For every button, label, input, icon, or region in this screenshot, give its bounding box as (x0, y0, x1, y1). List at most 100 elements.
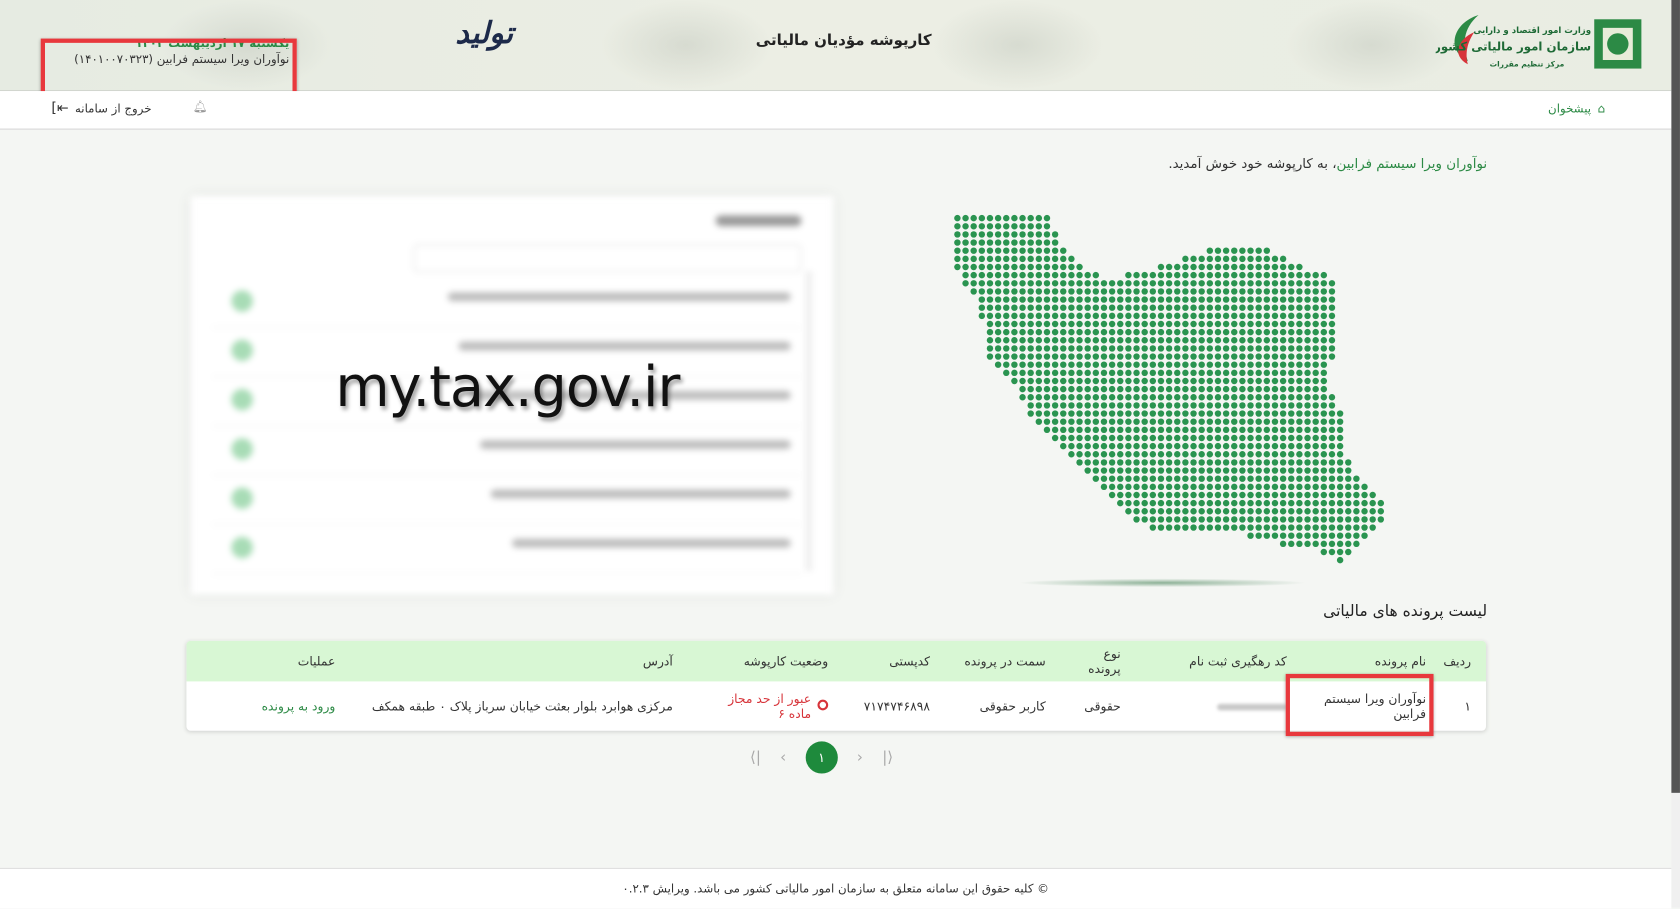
map-dot (1320, 442, 1328, 450)
map-dot (1296, 304, 1303, 311)
map-dot (1222, 451, 1230, 458)
map-dot (1157, 418, 1165, 425)
map-dot (1304, 377, 1311, 385)
map-dot (1035, 247, 1043, 254)
map-dot (1263, 434, 1271, 442)
scrollbar[interactable] (1671, 0, 1680, 908)
map-dot (1231, 426, 1238, 434)
first-page-button[interactable]: ⟨| (749, 748, 761, 767)
next-page-button[interactable]: › (856, 748, 863, 767)
map-dot (1076, 312, 1083, 320)
map-dot (1222, 337, 1230, 344)
map-dot (1174, 459, 1181, 466)
map-dot (970, 247, 977, 254)
page-1-button[interactable]: ۱ (805, 741, 838, 774)
scrollbar-thumb[interactable] (1671, 0, 1680, 793)
map-dot (1296, 263, 1303, 271)
map-dot (1361, 516, 1368, 523)
map-dot (1296, 377, 1303, 385)
map-dot (1271, 532, 1279, 539)
map-dot (1271, 328, 1279, 336)
map-dot (1043, 426, 1051, 434)
map-dot (1263, 532, 1271, 539)
map-dot (1141, 418, 1148, 425)
map-dot (1296, 540, 1303, 548)
map-dot (1084, 467, 1091, 474)
map-dot (1198, 442, 1205, 450)
map-dot (1133, 467, 1140, 474)
map-dot (1182, 524, 1189, 531)
map-dot (1182, 288, 1189, 295)
map-dot (986, 353, 994, 360)
map-dot (1174, 451, 1181, 458)
map-dot (1320, 353, 1328, 360)
map-dot (1198, 353, 1205, 360)
map-dot (1288, 304, 1295, 311)
map-dot (978, 312, 986, 320)
map-dot (1247, 402, 1254, 409)
logout-button[interactable]: خروج از سامانه ⇤] (51, 101, 151, 117)
map-dot (1320, 532, 1328, 539)
map-dot (1076, 345, 1083, 352)
map-dot (1288, 516, 1295, 523)
map-dot (1190, 385, 1197, 393)
map-dot (1263, 288, 1271, 295)
map-dot (1117, 459, 1124, 466)
map-dot (1165, 491, 1173, 499)
map-dot (1027, 304, 1034, 311)
map-dot (1247, 491, 1254, 499)
map-dot (1125, 353, 1132, 360)
map-dot (1206, 304, 1214, 311)
map-dot (1328, 508, 1336, 515)
map-dot (1084, 418, 1091, 425)
map-dot (1206, 247, 1214, 254)
map-dot (1296, 385, 1303, 393)
map-dot (1231, 263, 1238, 271)
map-dot (1133, 394, 1140, 401)
map-dot (1157, 296, 1165, 303)
welcome-text: ، به کارپوشه خود خوش آمدید. (1168, 155, 1337, 172)
map-dot (1100, 353, 1108, 360)
notifications-button[interactable]: 🔔︎ (193, 100, 208, 114)
map-dot (1198, 475, 1205, 482)
map-dot (1117, 394, 1124, 401)
map-dot (1312, 524, 1319, 531)
map-dot (1312, 385, 1319, 393)
map-dot (1157, 304, 1165, 311)
map-dot (1182, 394, 1189, 401)
map-dot (1296, 475, 1303, 482)
map-dot (1027, 337, 1034, 344)
map-dot (1288, 353, 1295, 360)
map-dot (1304, 312, 1311, 320)
prev-page-button[interactable]: ‹ (780, 748, 787, 767)
ornament (160, 0, 333, 90)
map-dot (1174, 312, 1181, 320)
map-dot (1141, 434, 1148, 442)
map-dot (1060, 288, 1067, 295)
map-dot (986, 263, 994, 271)
map-dot (1222, 280, 1230, 287)
map-dot (1263, 361, 1271, 368)
open-file-link[interactable]: ورود به پرونده (261, 698, 336, 714)
map-dot (1320, 426, 1328, 434)
map-dot (1133, 345, 1140, 352)
map-dot (954, 231, 961, 238)
map-dot (1084, 328, 1091, 336)
map-dot (1214, 508, 1222, 515)
map-dot (1051, 296, 1059, 303)
map-dot (994, 247, 1002, 254)
map-dot (1328, 442, 1336, 450)
map-dot (1247, 247, 1254, 254)
map-dot (994, 239, 1002, 246)
map-dot (1076, 442, 1083, 450)
map-dot (1198, 508, 1205, 515)
breadcrumb-home[interactable]: ⌂ پیشخوان (1548, 102, 1605, 116)
map-dot (1084, 434, 1091, 442)
last-page-button[interactable]: |⟩ (882, 748, 894, 767)
map-dot (1271, 524, 1279, 531)
map-dot (1279, 369, 1287, 377)
map-dot (1320, 361, 1328, 368)
map-dot (1019, 345, 1026, 352)
map-dot (1369, 516, 1376, 523)
map-dot (1288, 426, 1295, 434)
